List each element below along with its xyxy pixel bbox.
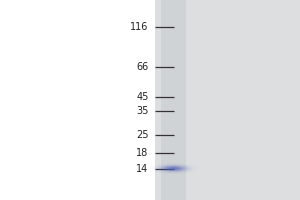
Text: 35: 35	[136, 106, 148, 116]
Text: 116: 116	[130, 22, 148, 32]
Text: 25: 25	[136, 130, 148, 140]
Text: 45: 45	[136, 92, 148, 102]
Text: 14: 14	[136, 164, 148, 174]
Text: 66: 66	[136, 62, 148, 72]
Text: 18: 18	[136, 148, 148, 158]
Bar	[160, 0, 186, 200]
Bar	[154, 0, 300, 200]
